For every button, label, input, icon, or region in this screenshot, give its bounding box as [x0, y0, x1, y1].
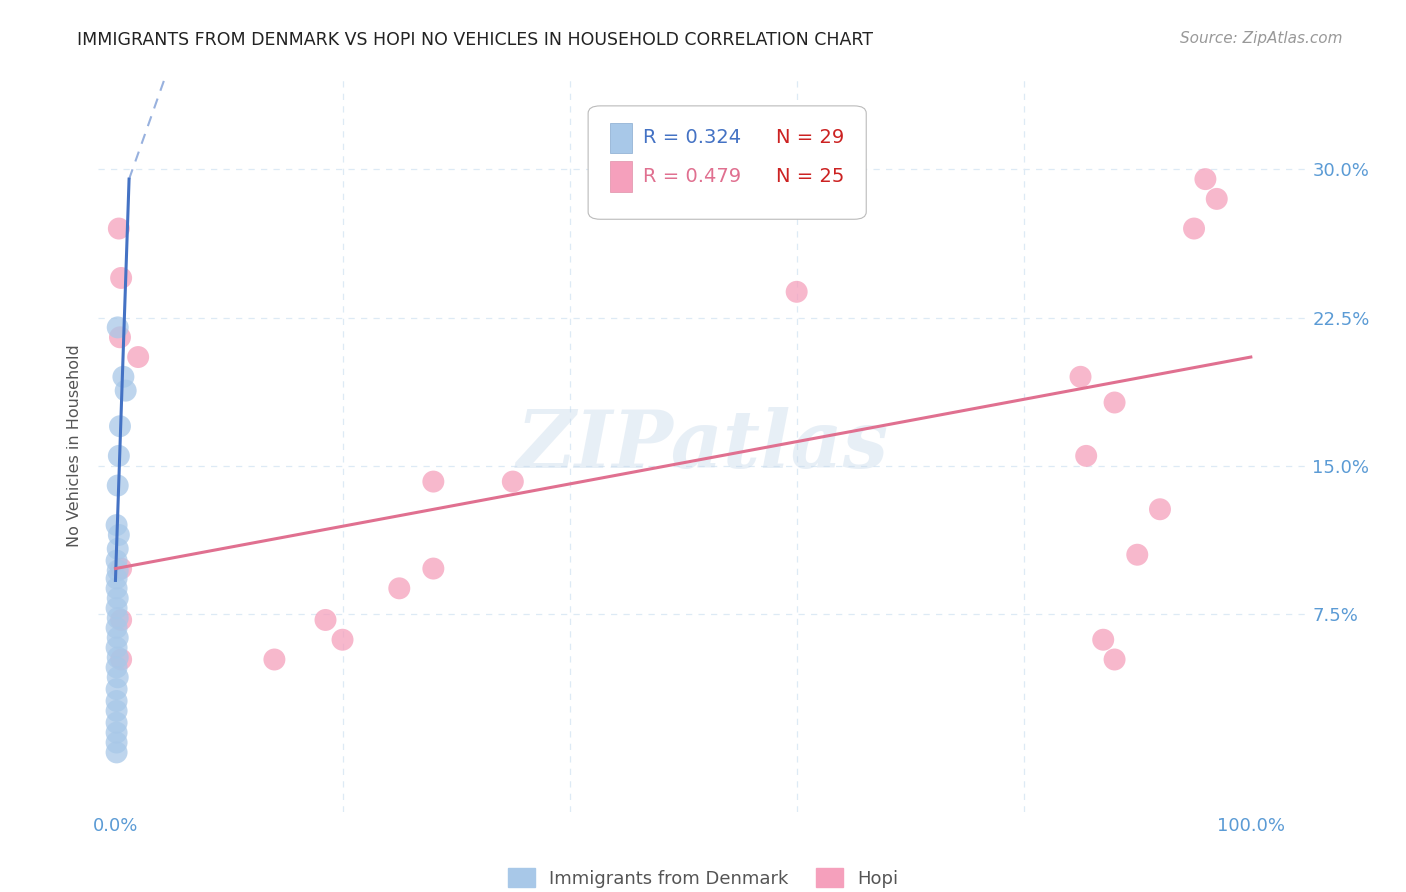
Point [127, 350, 149, 364]
Point [388, 582, 411, 596]
Legend: Immigrants from Denmark, Hopi: Immigrants from Denmark, Hopi [501, 861, 905, 892]
Point [114, 384, 136, 398]
Point [105, 571, 128, 585]
Point [1104, 395, 1126, 409]
Point [105, 640, 128, 655]
Point [105, 682, 128, 697]
Point [108, 528, 131, 542]
Point [422, 561, 444, 575]
Point [108, 419, 131, 434]
Y-axis label: No Vehicles in Household: No Vehicles in Household [67, 344, 83, 548]
Point [105, 582, 128, 596]
Point [1194, 172, 1216, 186]
Point [107, 631, 129, 645]
Text: N = 25: N = 25 [776, 167, 844, 186]
Text: Source: ZipAtlas.com: Source: ZipAtlas.com [1180, 31, 1343, 46]
Point [1149, 502, 1171, 516]
Point [1126, 548, 1149, 562]
Point [1104, 652, 1126, 666]
Point [263, 652, 285, 666]
Point [422, 475, 444, 489]
Point [105, 735, 128, 749]
Text: IMMIGRANTS FROM DENMARK VS HOPI NO VEHICLES IN HOUSEHOLD CORRELATION CHART: IMMIGRANTS FROM DENMARK VS HOPI NO VEHIC… [77, 31, 873, 49]
Point [110, 561, 132, 575]
Point [110, 271, 132, 285]
Point [107, 541, 129, 556]
Point [108, 330, 131, 344]
Point [105, 725, 128, 739]
FancyBboxPatch shape [588, 106, 866, 219]
Point [107, 478, 129, 492]
Point [110, 652, 132, 666]
Point [1069, 369, 1091, 384]
Point [105, 554, 128, 568]
Text: ZIPatlas: ZIPatlas [517, 408, 889, 484]
Point [786, 285, 808, 299]
Point [315, 613, 337, 627]
Point [105, 518, 128, 533]
Point [107, 670, 129, 684]
Point [105, 715, 128, 730]
Point [1092, 632, 1115, 647]
Point [105, 704, 128, 718]
Point [107, 611, 129, 625]
Point [107, 650, 129, 665]
Point [1076, 449, 1098, 463]
Point [107, 320, 129, 334]
Point [332, 632, 354, 647]
Point [105, 694, 128, 708]
FancyBboxPatch shape [610, 161, 631, 192]
Point [105, 746, 128, 760]
Point [107, 564, 129, 578]
FancyBboxPatch shape [610, 123, 631, 153]
Point [108, 449, 131, 463]
Point [107, 591, 129, 606]
Text: N = 29: N = 29 [776, 128, 844, 147]
Text: R = 0.479: R = 0.479 [643, 167, 741, 186]
Point [1205, 192, 1227, 206]
Point [1182, 221, 1205, 235]
Point [502, 475, 524, 489]
Point [110, 613, 132, 627]
Point [105, 601, 128, 615]
Point [112, 369, 135, 384]
Point [105, 660, 128, 674]
Text: R = 0.324: R = 0.324 [643, 128, 741, 147]
Point [108, 221, 131, 235]
Point [105, 621, 128, 635]
